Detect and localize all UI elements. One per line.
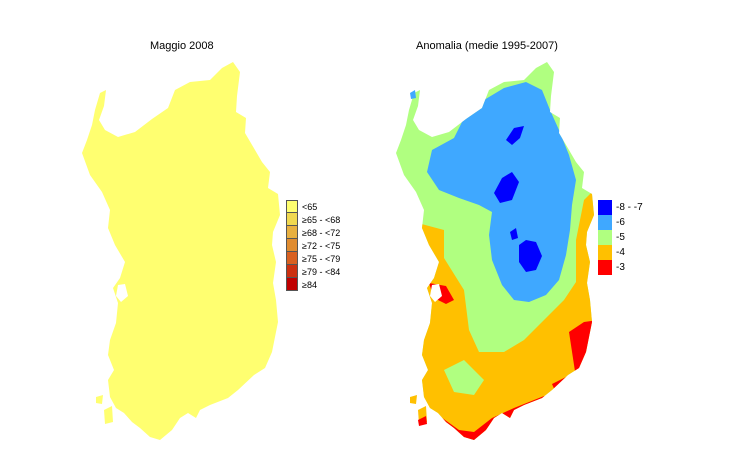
legend-row: -4: [598, 245, 643, 260]
right-legend: -8 - -7 -6 -5 -4 -3: [598, 200, 643, 275]
anomaly-zone-minus8-7: [506, 126, 524, 145]
legend-row: -8 - -7: [598, 200, 643, 215]
anomaly-zone-minus8-7: [510, 228, 518, 240]
legend-row: ≥84: [286, 278, 340, 291]
legend-label: ≥72 - <75: [302, 240, 341, 251]
left-map-island: [82, 62, 280, 440]
legend-row: ≥68 - <72: [286, 226, 340, 239]
left-map-small-island: [96, 395, 103, 404]
legend-swatch: [286, 239, 298, 252]
legend-swatch: [598, 260, 612, 275]
legend-label: -6: [616, 217, 625, 228]
legend-swatch: [286, 252, 298, 265]
legend-label: ≥79 - <84: [302, 266, 341, 277]
legend-swatch: [286, 278, 298, 291]
legend-label: ≥65 - <68: [302, 214, 341, 225]
legend-swatch: [286, 226, 298, 239]
legend-row: -6: [598, 215, 643, 230]
legend-label: -8 - -7: [616, 202, 643, 213]
legend-row: ≥72 - <75: [286, 239, 340, 252]
legend-label: ≥84: [302, 279, 317, 290]
left-legend: <65 ≥65 - <68 ≥68 - <72 ≥72 - <75 ≥75 - <79 ≥…: [286, 200, 340, 291]
legend-label: ≥75 - <79: [302, 253, 341, 264]
right-map-small-island-coast: [418, 416, 427, 426]
legend-row: ≥65 - <68: [286, 213, 340, 226]
legend-swatch: [286, 265, 298, 278]
legend-row: ≥79 - <84: [286, 265, 340, 278]
legend-row: -5: [598, 230, 643, 245]
left-map: [82, 62, 280, 440]
legend-swatch: [598, 200, 612, 215]
right-map-west-inlet: [430, 284, 442, 302]
left-map-title: Maggio 2008: [150, 40, 214, 52]
anomaly-zone-minus8-7: [519, 240, 542, 272]
legend-label: ≥68 - <72: [302, 227, 341, 238]
left-map-west-inlet: [116, 284, 128, 302]
legend-swatch: [598, 245, 612, 260]
legend-swatch: [598, 230, 612, 245]
right-map: [396, 62, 594, 440]
right-map-nw-islet: [410, 90, 416, 99]
legend-swatch: [286, 200, 298, 213]
legend-row: ≥75 - <79: [286, 252, 340, 265]
legend-row: <65: [286, 200, 340, 213]
left-map-small-island: [104, 406, 113, 424]
legend-row: -3: [598, 260, 643, 275]
anomaly-zone-minus8-7: [494, 172, 519, 203]
legend-label: <65: [302, 201, 318, 212]
legend-label: -5: [616, 232, 625, 243]
legend-swatch: [598, 215, 612, 230]
anomaly-zone-minus5: [444, 360, 484, 395]
right-map-small-island: [410, 395, 417, 404]
right-map-title: Anomalia (medie 1995-2007): [416, 40, 558, 52]
legend-swatch: [286, 213, 298, 226]
legend-label: -4: [616, 247, 625, 258]
legend-label: -3: [616, 262, 625, 273]
